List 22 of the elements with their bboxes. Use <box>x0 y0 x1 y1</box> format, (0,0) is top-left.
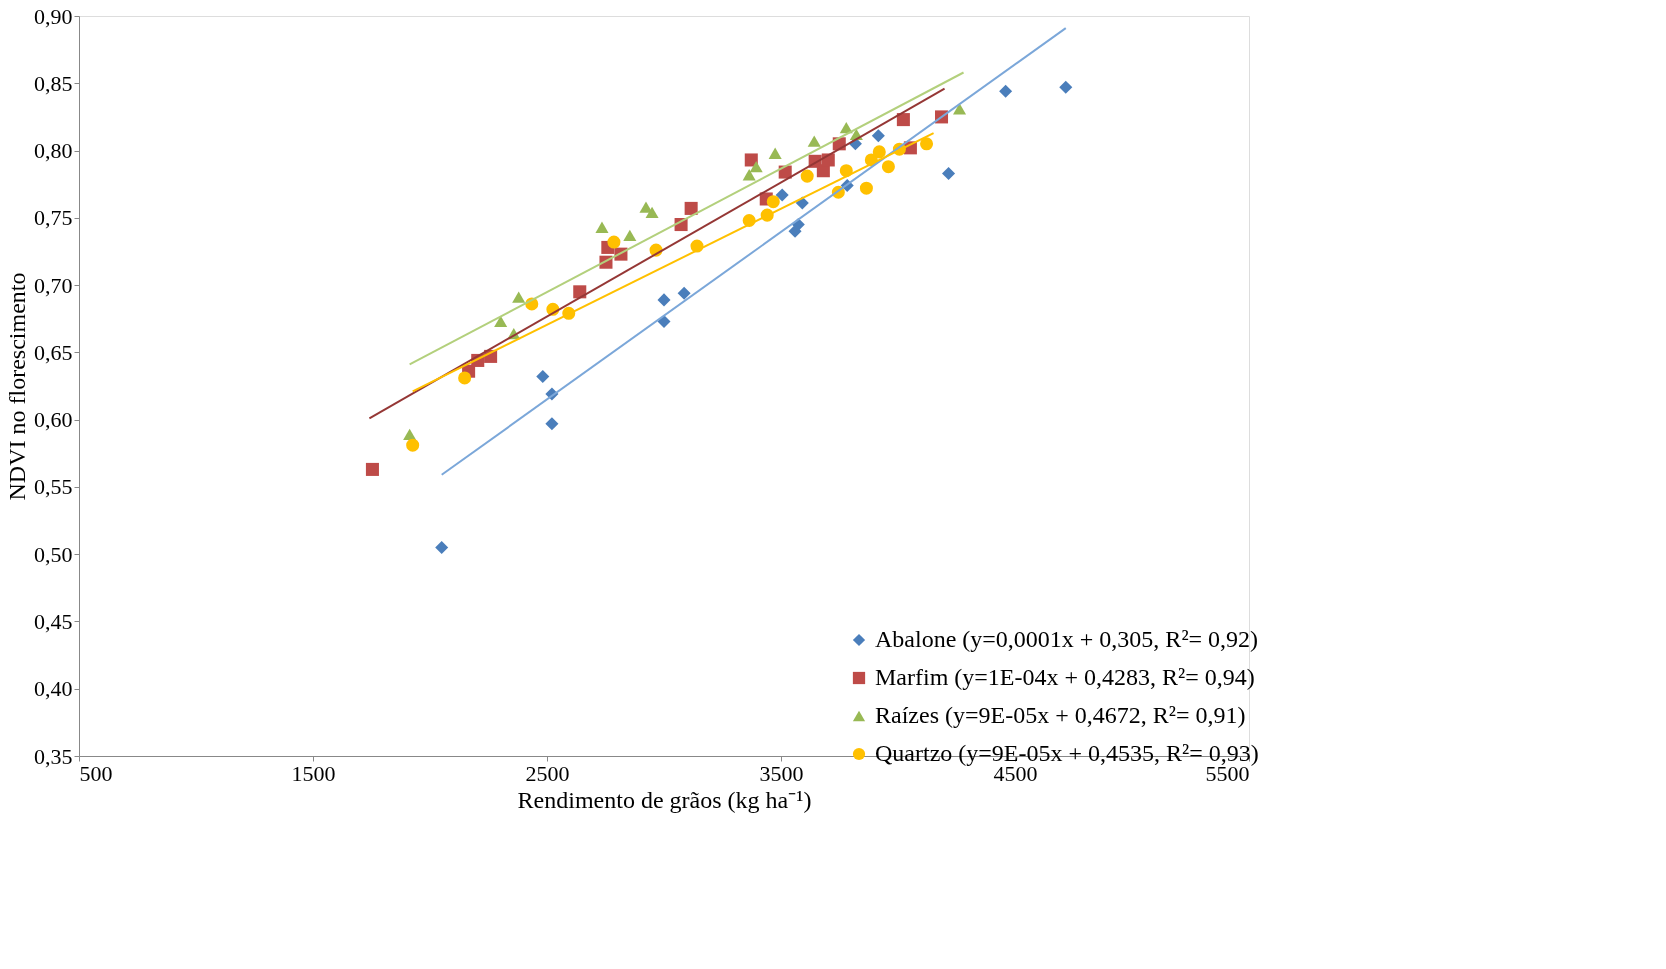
y-tick-label: 0,65 <box>34 339 73 365</box>
x-tick-label: 3500 <box>759 760 804 786</box>
y-tick-label: 0,50 <box>34 541 73 567</box>
legend-label: Marfim (y=1E-04x + 0,4283, R²= 0,94) <box>875 664 1255 690</box>
x-tick-label: 500 <box>79 760 113 786</box>
y-tick-label: 0,90 <box>34 3 73 29</box>
y-tick-label: 0,75 <box>34 205 73 231</box>
y-tick-label: 0,85 <box>34 70 73 96</box>
x-tick-label: 4500 <box>993 760 1038 786</box>
y-tick-label: 0,55 <box>34 474 73 500</box>
y-tick-label: 0,45 <box>34 608 73 634</box>
y-tick-label: 0,40 <box>34 676 73 702</box>
y-tick-label: 0,35 <box>34 743 73 769</box>
x-axis-title: Rendimento de grãos (kg ha⁻¹) <box>517 786 812 813</box>
legend-label: Raízes (y=9E-05x + 0,4672, R²= 0,91) <box>875 702 1246 728</box>
x-tick-label: 1500 <box>291 760 336 786</box>
legend-label: Abalone (y=0,0001x + 0,305, R²= 0,92) <box>875 626 1259 652</box>
y-tick-label: 0,60 <box>34 407 73 433</box>
y-tick-label: 0,70 <box>34 272 73 298</box>
y-tick-label: 0,80 <box>34 138 73 164</box>
y-axis-title: NDVI no florescimento <box>4 272 30 501</box>
x-tick-label: 2500 <box>525 760 570 786</box>
